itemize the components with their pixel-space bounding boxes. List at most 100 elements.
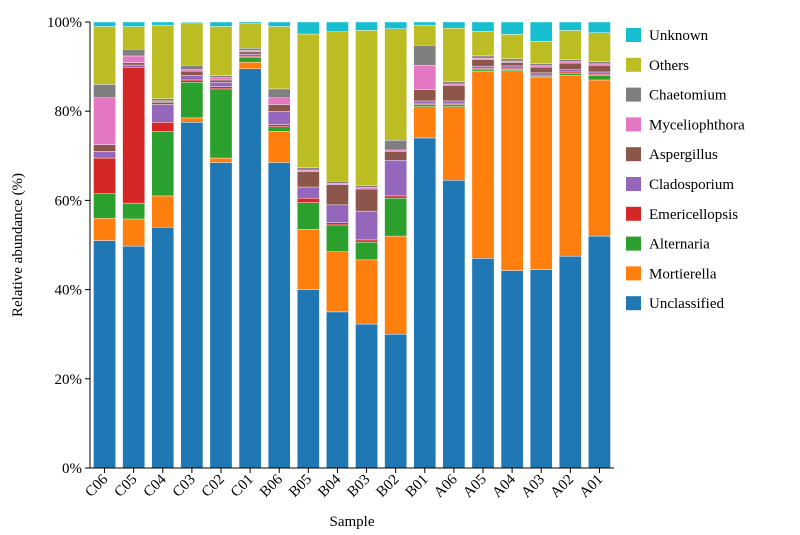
legend-item: Alternaria — [626, 236, 710, 253]
bar-segment — [238, 50, 262, 53]
bar-segment — [384, 197, 407, 237]
bar-segment — [355, 241, 378, 261]
bar-segment — [500, 65, 524, 69]
bar-segment — [297, 186, 320, 199]
bar-segment — [559, 69, 582, 73]
bar-segment — [297, 289, 320, 469]
bar-segment — [267, 104, 291, 112]
bar-segment — [384, 149, 407, 152]
bar-stack-A02 — [559, 21, 582, 469]
legend-swatch — [626, 206, 641, 221]
bar-segment — [442, 85, 466, 102]
bar-segment — [559, 30, 582, 60]
bar-segment — [500, 270, 524, 469]
bar-segment — [267, 126, 291, 132]
legend-label: Unknown — [649, 28, 709, 44]
x-tick-label: B05 — [286, 472, 315, 501]
y-tick-label: 80% — [55, 104, 83, 120]
bar-segment — [529, 269, 553, 469]
bar-stack-B02 — [384, 21, 407, 469]
bar-segment — [529, 40, 553, 64]
bar-segment — [93, 157, 116, 194]
bar-segment — [559, 71, 582, 74]
bar-segment — [122, 62, 145, 66]
bar-segment — [93, 240, 116, 469]
x-axis-title: Sample — [330, 514, 375, 530]
bar-segment — [209, 86, 233, 90]
bar-segment — [151, 226, 175, 469]
bar-segment — [209, 21, 233, 27]
x-tick-label: A03 — [518, 472, 548, 502]
bar-stack-C01 — [238, 21, 262, 469]
bar-segment — [180, 117, 204, 123]
bar-segment — [588, 65, 611, 73]
bar-segment — [413, 21, 437, 26]
bar-stack-A01 — [588, 21, 611, 469]
bar-segment — [355, 323, 378, 469]
bar-segment — [297, 21, 320, 35]
bar-segment — [151, 131, 175, 197]
bar-stack-C02 — [209, 21, 233, 469]
bar-segment — [529, 74, 553, 77]
bar-segment — [471, 59, 495, 67]
bar-segment — [267, 26, 291, 90]
x-tick-label: A02 — [548, 472, 578, 502]
bar-segment — [180, 82, 204, 119]
bar-segment — [326, 181, 349, 184]
bar-segment — [238, 48, 262, 51]
bar-segment — [355, 185, 378, 188]
bar-segment — [559, 61, 582, 64]
bar-segment — [355, 239, 378, 243]
bar-segment — [209, 79, 233, 83]
legend-swatch — [626, 236, 641, 251]
bar-segment — [209, 26, 233, 76]
bar-segment — [355, 188, 378, 212]
bar-segment — [238, 56, 262, 58]
bar-segment — [122, 64, 145, 68]
bar-segment — [413, 102, 437, 105]
x-tick-label: B01 — [403, 472, 432, 501]
bar-segment — [238, 51, 262, 55]
bar-segment — [413, 24, 437, 46]
legend-item: Cladosporium — [626, 177, 734, 193]
bar-segment — [588, 71, 611, 75]
bar-segment — [355, 259, 378, 325]
bar-segment — [442, 83, 466, 86]
bar-segment — [384, 195, 407, 199]
bar-segment — [442, 102, 466, 105]
x-tick-label: A01 — [577, 472, 607, 502]
bar-stack-B01 — [413, 21, 437, 469]
bar-segment — [471, 21, 495, 32]
bar-segment — [209, 88, 233, 159]
legend-swatch — [626, 57, 641, 72]
bar-segment — [93, 26, 116, 85]
bar-segment — [355, 30, 378, 186]
bar-segment — [559, 21, 582, 31]
bar-segment — [326, 224, 349, 252]
bar-segment — [267, 131, 291, 163]
bar-segment — [238, 53, 262, 57]
bar-segment — [151, 195, 175, 228]
bar-segment — [209, 162, 233, 469]
bar-segment — [297, 167, 320, 171]
bar-segment — [413, 104, 437, 107]
bar-segment — [93, 151, 116, 159]
bar-segment — [559, 62, 582, 70]
bar-segment — [151, 100, 175, 103]
bar-segment — [93, 144, 116, 152]
bar-segment — [442, 81, 466, 85]
bar-segment — [209, 75, 233, 78]
plot-area — [93, 21, 611, 469]
legend: Unknown Others Chaetomium Myceliophthora Asp… — [626, 28, 745, 312]
bar-segment — [151, 21, 175, 26]
bar-segment — [122, 55, 145, 63]
bar-segment — [559, 73, 582, 76]
bar-segment — [471, 70, 495, 259]
legend-label: Chaetomium — [649, 88, 727, 104]
bar-segment — [180, 70, 204, 76]
bar-segment — [180, 69, 204, 72]
y-tick-label: 40% — [55, 283, 83, 299]
bar-segment — [326, 222, 349, 226]
bar-segment — [326, 251, 349, 313]
